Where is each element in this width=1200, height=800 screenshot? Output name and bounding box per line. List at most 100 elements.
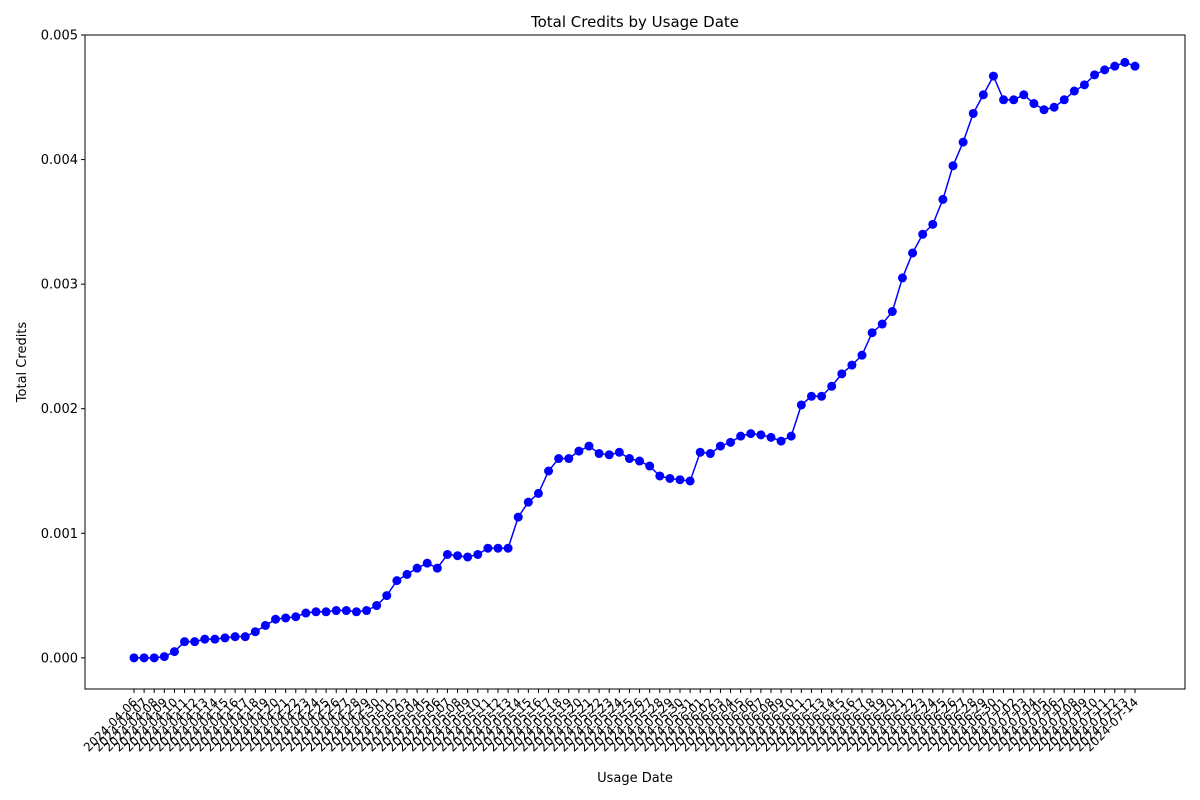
data-point <box>766 432 776 442</box>
data-point <box>311 607 321 617</box>
data-point <box>1069 86 1079 96</box>
data-point <box>564 454 574 464</box>
data-point <box>503 543 513 553</box>
data-point <box>341 606 351 616</box>
data-point <box>291 612 301 622</box>
data-point <box>715 441 725 451</box>
y-tick-label: 0.001 <box>41 527 78 542</box>
data-point <box>705 449 715 459</box>
y-tick-label: 0.005 <box>41 29 78 44</box>
data-point <box>533 488 543 498</box>
plot-frame <box>84 34 1186 690</box>
data-point <box>1039 105 1049 115</box>
data-point <box>392 576 402 586</box>
data-point <box>473 549 483 559</box>
data-point <box>988 71 998 81</box>
data-point <box>887 307 897 317</box>
data-point <box>584 441 594 451</box>
data-point <box>351 607 361 617</box>
data-point <box>281 613 291 623</box>
data-point <box>1019 90 1029 100</box>
data-point <box>857 350 867 360</box>
data-point <box>908 248 918 258</box>
data-series <box>129 57 1140 663</box>
data-point <box>554 454 564 464</box>
data-point <box>493 543 503 553</box>
data-point <box>442 549 452 559</box>
data-point <box>331 606 341 616</box>
data-point <box>806 391 816 401</box>
data-point <box>260 620 270 630</box>
data-point <box>1090 70 1100 80</box>
data-point <box>796 400 806 410</box>
y-axis-label: Total Credits <box>15 322 30 404</box>
data-point <box>301 608 311 618</box>
data-point <box>685 476 695 486</box>
data-point <box>159 652 169 662</box>
x-axis-label: Usage Date <box>597 771 673 786</box>
data-point <box>1049 102 1059 112</box>
data-point <box>200 634 210 644</box>
data-point <box>513 512 523 522</box>
y-tick-label: 0.002 <box>41 402 78 417</box>
data-point <box>695 447 705 457</box>
data-point <box>847 360 857 370</box>
data-point <box>624 454 634 464</box>
data-point <box>402 569 412 579</box>
data-point <box>897 273 907 283</box>
data-point <box>180 637 190 647</box>
data-point <box>665 473 675 483</box>
data-point <box>1120 57 1130 67</box>
data-point <box>422 558 432 568</box>
data-point <box>432 563 442 573</box>
data-point <box>827 381 837 391</box>
data-point <box>1009 95 1019 105</box>
data-point <box>867 328 877 338</box>
data-point <box>594 449 604 459</box>
data-point <box>1110 61 1120 71</box>
data-point <box>604 450 614 460</box>
data-point <box>776 436 786 446</box>
data-point <box>645 461 655 471</box>
data-point <box>240 632 250 642</box>
data-point <box>756 430 766 440</box>
data-point <box>938 194 948 204</box>
y-axis-ticks: 0.000 0.001 0.002 0.003 0.004 0.005 <box>41 29 85 666</box>
x-axis-ticks: 2024-04-062024-04-072024-04-082024-04-09… <box>81 689 1141 754</box>
y-tick-label: 0.003 <box>41 278 78 293</box>
data-point <box>412 563 422 573</box>
series-line <box>134 61 1136 659</box>
data-point <box>877 319 887 329</box>
data-point <box>230 632 240 642</box>
data-point <box>382 591 392 601</box>
data-point <box>1079 80 1089 90</box>
y-tick-label: 0.000 <box>41 651 78 666</box>
data-point <box>948 161 958 171</box>
data-point <box>362 606 372 616</box>
data-point <box>169 647 179 657</box>
data-point <box>210 634 220 644</box>
data-point <box>999 95 1009 105</box>
data-point <box>958 137 968 147</box>
data-point <box>139 653 149 663</box>
data-point <box>918 229 928 239</box>
data-point <box>483 543 493 553</box>
data-point <box>635 456 645 466</box>
data-point <box>372 601 382 611</box>
data-point <box>1029 99 1039 109</box>
data-point <box>1130 61 1140 71</box>
data-point <box>614 447 624 457</box>
data-point <box>129 653 139 663</box>
data-point <box>523 497 533 507</box>
data-point <box>746 429 756 439</box>
data-point <box>675 475 685 485</box>
data-point <box>321 607 331 617</box>
data-point <box>463 552 473 562</box>
data-point <box>837 369 847 379</box>
data-point <box>786 431 796 441</box>
data-point <box>544 466 554 476</box>
data-point <box>271 614 281 624</box>
data-point <box>1059 95 1069 105</box>
